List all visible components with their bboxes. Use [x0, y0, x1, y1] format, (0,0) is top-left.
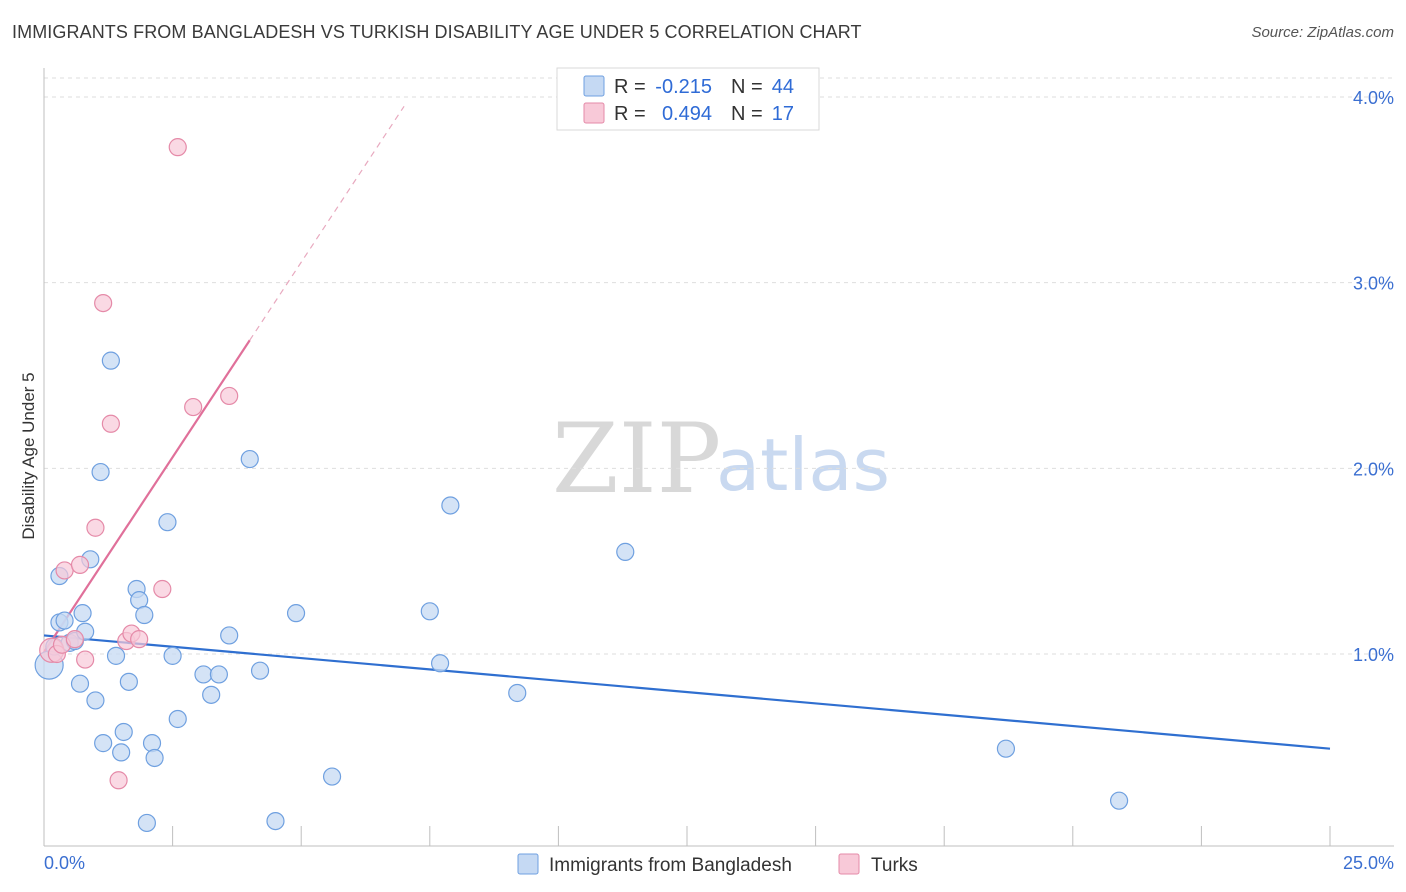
point-turks: [184, 397, 203, 417]
source-label: Source: ZipAtlas.com: [1251, 24, 1394, 41]
point-bangladesh: [194, 665, 213, 684]
point-bangladesh: [163, 646, 182, 665]
point-bangladesh: [91, 462, 110, 482]
trend-line-turks-extension: [249, 105, 405, 341]
legend-swatch-bangladesh: [583, 75, 605, 97]
x-axis-ticks: [43, 826, 1331, 846]
y-tick-label: 1.0%: [1353, 645, 1394, 665]
point-bangladesh: [250, 661, 270, 680]
point-turks: [94, 293, 113, 313]
correlation-legend: R = -0.215 N = 44 R = 0.494 N = 17: [556, 67, 820, 131]
point-turks: [55, 561, 74, 580]
legend-n-label-1: N =: [731, 76, 763, 98]
trend-line-turks: [43, 339, 251, 653]
point-bangladesh: [441, 496, 460, 515]
point-bangladesh: [106, 646, 126, 665]
point-bangladesh: [616, 542, 635, 561]
point-bangladesh: [55, 611, 74, 630]
point-bangladesh: [86, 691, 105, 710]
point-bangladesh: [322, 767, 342, 786]
point-bangladesh: [420, 602, 439, 621]
point-bangladesh: [135, 605, 154, 625]
y-tick-labels: 1.0% 2.0% 3.0% 4.0%: [1353, 88, 1394, 665]
legend-n-value-2: 17: [772, 103, 794, 125]
point-turks: [153, 579, 172, 599]
point-bangladesh: [286, 604, 306, 623]
point-bangladesh: [430, 654, 450, 673]
point-bangladesh: [70, 674, 90, 693]
y-tick-label: 2.0%: [1353, 459, 1394, 479]
x-tick-label-min: 0.0%: [44, 853, 85, 873]
series-legend: Immigrants from Bangladesh Turks: [517, 853, 918, 876]
gridlines: [44, 77, 1394, 655]
point-bangladesh: [240, 449, 259, 469]
point-bangladesh: [112, 743, 131, 762]
point-bangladesh: [266, 811, 285, 831]
point-turks: [86, 518, 105, 537]
point-turks: [109, 771, 128, 790]
trend-lines: [43, 105, 1331, 750]
point-bangladesh: [142, 734, 162, 753]
bottom-legend-label-turks: Turks: [871, 855, 918, 876]
legend-r-label-2: R =: [614, 103, 646, 125]
legend-n-label-2: N =: [731, 103, 763, 125]
point-turks: [101, 414, 120, 433]
legend-r-value-1: -0.215: [655, 76, 712, 98]
chart-title: IMMIGRANTS FROM BANGLADESH VS TURKISH DI…: [12, 22, 862, 42]
point-bangladesh: [114, 722, 133, 742]
point-bangladesh: [94, 734, 113, 753]
legend-swatch-turks: [583, 102, 605, 124]
point-bangladesh: [73, 604, 92, 623]
y-tick-label: 3.0%: [1353, 274, 1394, 294]
watermark-zip: ZIP: [552, 403, 721, 515]
point-bangladesh: [145, 748, 164, 768]
watermark: ZIP atlas: [552, 403, 890, 515]
y-tick-label: 4.0%: [1353, 88, 1394, 108]
watermark-atlas: atlas: [716, 423, 890, 507]
point-turks: [70, 555, 90, 574]
point-bangladesh: [220, 626, 239, 645]
x-tick-label-max: 25.0%: [1343, 853, 1394, 873]
point-bangladesh: [996, 739, 1016, 758]
point-bangladesh: [158, 513, 177, 532]
bottom-legend-label-bangladesh: Immigrants from Bangladesh: [549, 855, 792, 876]
point-turks: [65, 630, 84, 649]
point-bangladesh: [202, 685, 221, 704]
point-bangladesh: [119, 672, 138, 691]
point-bangladesh: [168, 709, 187, 729]
point-bangladesh: [101, 351, 120, 370]
legend-r-value-2: 0.494: [662, 103, 712, 125]
bottom-legend-swatch-bangladesh: [517, 853, 539, 875]
y-axis-label: Disability Age Under 5: [19, 372, 38, 539]
point-turks: [76, 650, 95, 669]
point-bangladesh: [1109, 791, 1129, 810]
point-turks: [130, 630, 149, 649]
point-bangladesh: [137, 813, 156, 833]
point-bangladesh: [209, 665, 228, 684]
point-bangladesh: [508, 683, 527, 703]
bottom-legend-swatch-turks: [838, 853, 860, 875]
point-turks: [168, 138, 187, 157]
series-turks-points: [39, 138, 239, 790]
legend-n-value-1: 44: [772, 76, 794, 98]
trend-line-bangladesh: [43, 634, 1331, 750]
legend-r-label-1: R =: [614, 76, 646, 98]
point-turks: [220, 386, 239, 406]
